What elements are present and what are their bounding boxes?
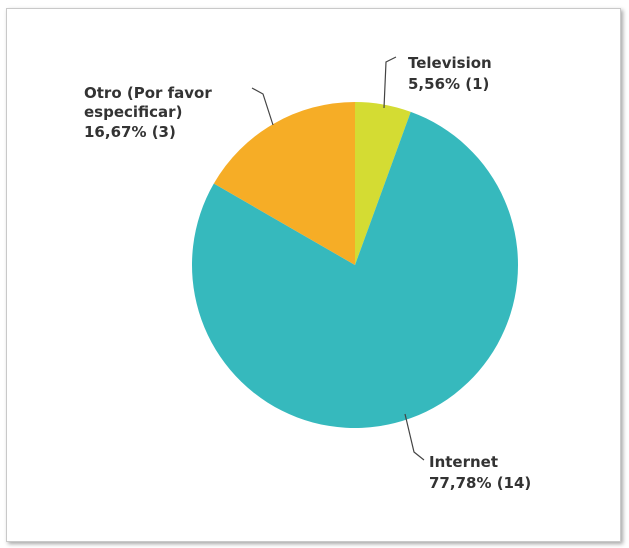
label-otro-value: 16,67% (3) bbox=[84, 123, 176, 141]
leader-line-television bbox=[383, 56, 397, 109]
label-television-value: 5,56% (1) bbox=[408, 75, 489, 93]
pie-slice-television bbox=[355, 102, 411, 265]
label-internet-name: Internet bbox=[429, 453, 498, 471]
label-internet-value: 77,78% (14) bbox=[429, 474, 531, 492]
leader-line-internet bbox=[404, 413, 425, 461]
label-otro-name-line2: especificar) bbox=[84, 103, 182, 121]
pie-slice-otro bbox=[213, 102, 355, 265]
label-television-name: Television bbox=[408, 54, 492, 72]
pie-slice-internet bbox=[191, 111, 518, 428]
label-otro-name-line1: Otro (Por favor bbox=[84, 84, 212, 102]
leader-line-otro bbox=[251, 87, 274, 126]
